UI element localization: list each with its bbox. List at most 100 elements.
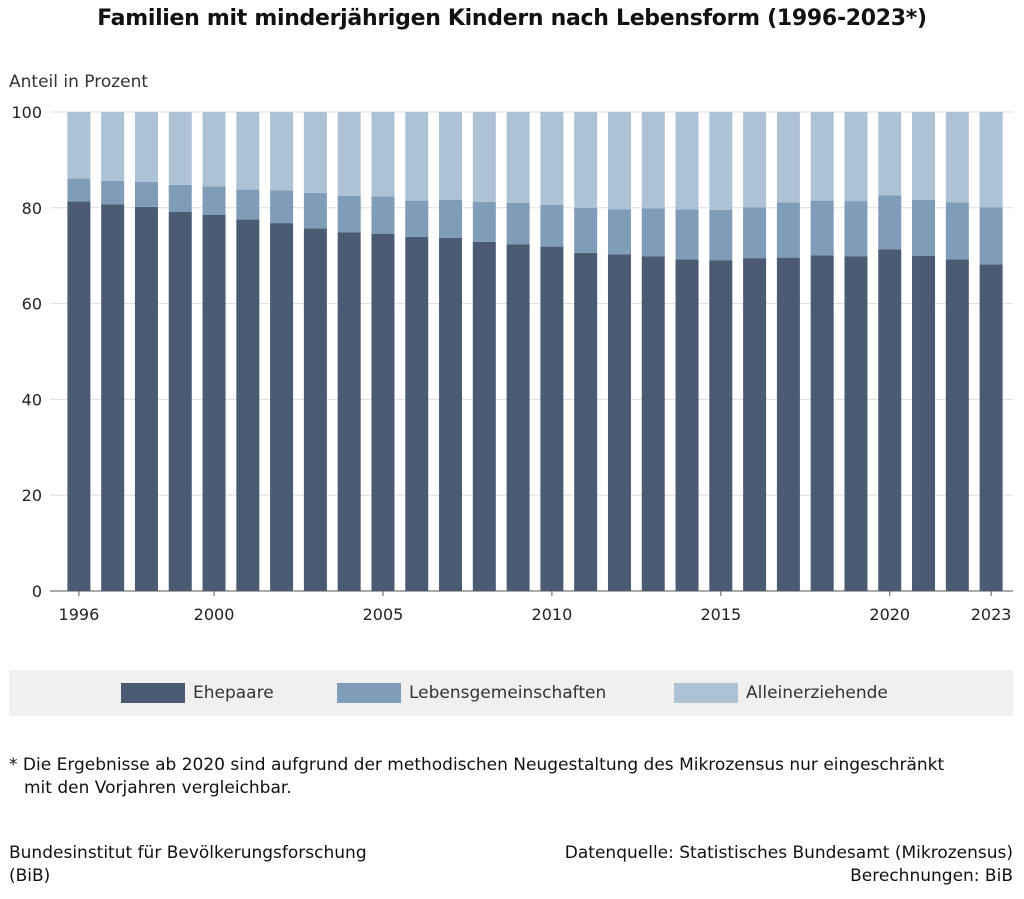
bar-alleinerziehende-2023 xyxy=(979,112,1003,208)
bar-ehepaare-2006 xyxy=(405,237,429,592)
y-tick-label: 20 xyxy=(22,486,42,505)
bar-lebensgemeinschaften-2012 xyxy=(607,209,631,255)
bar-ehepaare-2012 xyxy=(607,254,631,591)
bar-alleinerziehende-2016 xyxy=(743,112,767,208)
bar-lebensgemeinschaften-2008 xyxy=(472,202,496,242)
bar-lebensgemeinschaften-2018 xyxy=(810,200,834,256)
bar-lebensgemeinschaften-2015 xyxy=(709,209,733,261)
footnote-line-1: * Die Ergebnisse ab 2020 sind aufgrund d… xyxy=(9,755,945,775)
bar-alleinerziehende-2008 xyxy=(472,112,496,203)
bar-lebensgemeinschaften-2003 xyxy=(303,192,327,229)
y-tick-label: 60 xyxy=(22,295,42,314)
legend-label-lebensgemeinschaften: Lebensgemeinschaften xyxy=(409,683,607,703)
stacked-bar-chart: 0 20 40 60 80 100 1996 2000 2005 2010 2015 2020 2023 xyxy=(11,103,1013,624)
bar-ehepaare-2021 xyxy=(912,255,936,591)
bar-lebensgemeinschaften-1998 xyxy=(134,181,158,207)
bar-alleinerziehende-1996 xyxy=(67,112,91,179)
legend-item-ehepaare: Ehepaare xyxy=(121,683,274,703)
bar-ehepaare-2013 xyxy=(641,256,665,591)
y-tick-label: 40 xyxy=(22,390,42,409)
publisher-line-1: Bundesinstitut für Bevölkerungsforschung xyxy=(9,843,367,863)
bar-ehepaare-2008 xyxy=(472,241,496,591)
bar-ehepaare-2004 xyxy=(337,232,361,591)
publisher-line-2: (BiB) xyxy=(9,866,51,886)
bar-lebensgemeinschaften-2022 xyxy=(945,202,969,260)
bar-ehepaare-2015 xyxy=(709,260,733,591)
legend-item-alleinerziehende: Alleinerziehende xyxy=(674,683,888,703)
bar-alleinerziehende-2005 xyxy=(371,112,395,197)
legend-label-ehepaare: Ehepaare xyxy=(193,683,274,703)
bar-lebensgemeinschaften-2017 xyxy=(776,202,800,258)
y-tick-label: 0 xyxy=(32,582,42,601)
bar-ehepaare-2019 xyxy=(844,256,868,591)
bar-ehepaare-2018 xyxy=(810,255,834,591)
legend-swatch-ehepaare xyxy=(121,683,185,703)
bar-alleinerziehende-2000 xyxy=(202,112,226,187)
bar-alleinerziehende-2011 xyxy=(574,112,598,208)
bar-ehepaare-2005 xyxy=(371,233,395,591)
bar-ehepaare-2009 xyxy=(506,244,530,592)
bar-alleinerziehende-1998 xyxy=(134,112,158,182)
bar-lebensgemeinschaften-1997 xyxy=(101,180,125,205)
publisher: Bundesinstitut für Bevölkerungsforschung… xyxy=(9,842,367,888)
bar-ehepaare-1997 xyxy=(101,204,125,591)
bar-lebensgemeinschaften-2019 xyxy=(844,201,868,257)
bar-alleinerziehende-2002 xyxy=(270,112,294,191)
bar-alleinerziehende-2015 xyxy=(709,112,733,210)
legend-label-alleinerziehende: Alleinerziehende xyxy=(746,683,888,703)
legend: Ehepaare Lebensgemeinschaften Alleinerzi… xyxy=(9,670,1013,716)
x-tick-label: 2000 xyxy=(194,605,235,624)
y-tick-label: 80 xyxy=(22,199,42,218)
legend-item-lebensgemeinschaften: Lebensgemeinschaften xyxy=(337,683,606,703)
bar-lebensgemeinschaften-1996 xyxy=(67,178,91,202)
bar-lebensgemeinschaften-2009 xyxy=(506,203,530,245)
bar-ehepaare-2003 xyxy=(303,228,327,591)
bar-lebensgemeinschaften-2004 xyxy=(337,195,361,233)
footnote: * Die Ergebnisse ab 2020 sind aufgrund d… xyxy=(9,754,999,800)
x-tick-label: 1996 xyxy=(59,605,100,624)
bar-alleinerziehende-2010 xyxy=(540,112,564,205)
bar-lebensgemeinschaften-2023 xyxy=(979,207,1003,265)
bar-alleinerziehende-2007 xyxy=(439,112,463,200)
data-source: Datenquelle: Statistisches Bundesamt (Mi… xyxy=(565,842,1013,888)
x-tick-label: 2005 xyxy=(363,605,404,624)
data-source-line-1: Datenquelle: Statistisches Bundesamt (Mi… xyxy=(564,843,1013,863)
y-axis-label: Anteil in Prozent xyxy=(9,72,149,92)
bar-lebensgemeinschaften-2016 xyxy=(743,207,767,259)
bar-lebensgemeinschaften-2010 xyxy=(540,204,564,247)
bar-ehepaare-1996 xyxy=(67,201,91,591)
chart-title: Familien mit minderjährigen Kindern nach… xyxy=(97,6,927,31)
bar-alleinerziehende-2014 xyxy=(675,112,699,210)
bar-ehepaare-2022 xyxy=(945,259,969,591)
legend-swatch-alleinerziehende xyxy=(674,683,738,703)
bar-ehepaare-2001 xyxy=(236,219,260,591)
bar-lebensgemeinschaften-1999 xyxy=(168,184,192,212)
bar-alleinerziehende-2006 xyxy=(405,112,429,201)
bar-ehepaare-2007 xyxy=(439,237,463,592)
footnote-line-2: mit den Vorjahren vergleichbar. xyxy=(24,778,292,798)
bar-lebensgemeinschaften-2006 xyxy=(405,200,429,238)
bar-lebensgemeinschaften-2021 xyxy=(912,199,936,256)
bar-alleinerziehende-2003 xyxy=(303,112,327,193)
bar-alleinerziehende-2019 xyxy=(844,112,868,202)
bar-lebensgemeinschaften-2005 xyxy=(371,196,395,234)
bar-alleinerziehende-1997 xyxy=(101,112,125,181)
bar-ehepaare-1998 xyxy=(134,206,158,592)
x-tick-label: 2023 xyxy=(971,605,1012,624)
bar-ehepaare-2002 xyxy=(270,223,294,592)
bar-alleinerziehende-2012 xyxy=(607,112,631,210)
bar-lebensgemeinschaften-2020 xyxy=(878,195,902,250)
y-tick-label: 100 xyxy=(11,103,42,122)
bar-alleinerziehende-2020 xyxy=(878,112,902,196)
bar-alleinerziehende-2004 xyxy=(337,112,361,196)
bar-ehepaare-2017 xyxy=(776,257,800,591)
bar-lebensgemeinschaften-2002 xyxy=(270,190,294,224)
bar-ehepaare-2000 xyxy=(202,214,226,592)
bar-lebensgemeinschaften-2011 xyxy=(574,207,598,253)
legend-swatch-lebensgemeinschaften xyxy=(337,683,401,703)
bar-lebensgemeinschaften-2007 xyxy=(439,199,463,238)
x-tick-label: 2015 xyxy=(700,605,741,624)
bar-alleinerziehende-2013 xyxy=(641,112,665,209)
bar-alleinerziehende-2022 xyxy=(945,112,969,203)
bar-alleinerziehende-2021 xyxy=(912,112,936,200)
